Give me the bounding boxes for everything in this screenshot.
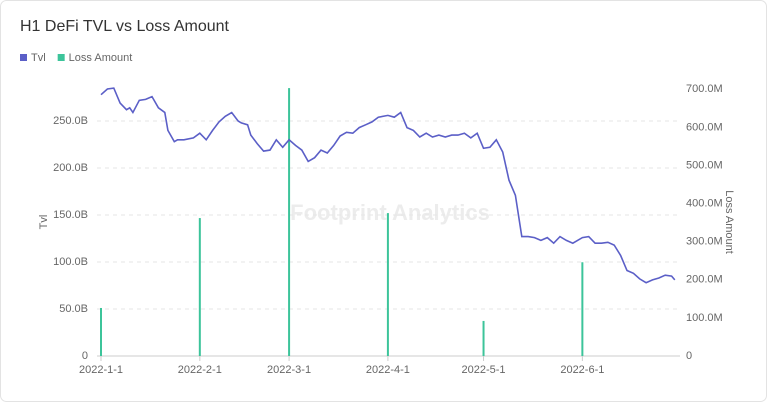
y-tick-label: 250.0B [53,115,88,127]
x-tick-label: 2022-4-1 [366,364,410,376]
y2-tick-label: 700.0M [686,83,723,95]
bar [482,320,485,356]
line [100,87,676,284]
y2-axis-title: Loss Amount [723,190,735,254]
bar [198,218,201,356]
legend-swatch [57,54,65,61]
bar [581,262,584,356]
legend-label: Loss Amount [69,52,133,64]
y2-tick-label: 600.0M [686,121,723,133]
y2-tick-label: 100.0M [686,312,723,324]
chart-title: H1 DeFi TVL vs Loss Amount [20,18,230,35]
x-tick-label: 2022-2-1 [178,364,222,376]
legend-label: Tvl [31,52,46,64]
y-tick-label: 0 [82,350,88,362]
y-tick-label: 50.0B [59,303,88,315]
bar [386,213,389,356]
y2-tick-label: 0 [686,350,692,362]
watermark: Footprint Analytics [290,200,490,225]
y-axis-title: Tvl [38,215,50,230]
y2-tick-label: 200.0M [686,274,723,286]
x-tick-label: 2022-3-1 [267,364,311,376]
x-tick-label: 2022-5-1 [462,364,506,376]
y-tick-label: 150.0B [53,209,88,221]
y2-tick-label: 400.0M [686,197,723,209]
x-tick-label: 2022-6-1 [560,364,604,376]
bar [288,88,291,356]
y-tick-label: 200.0B [53,162,88,174]
x-tick-label: 2022-1-1 [79,364,123,376]
bar [100,307,102,356]
y2-tick-label: 500.0M [686,159,723,171]
y-tick-label: 100.0B [53,256,88,268]
y2-tick-label: 300.0M [686,236,723,248]
legend-swatch [20,54,27,61]
